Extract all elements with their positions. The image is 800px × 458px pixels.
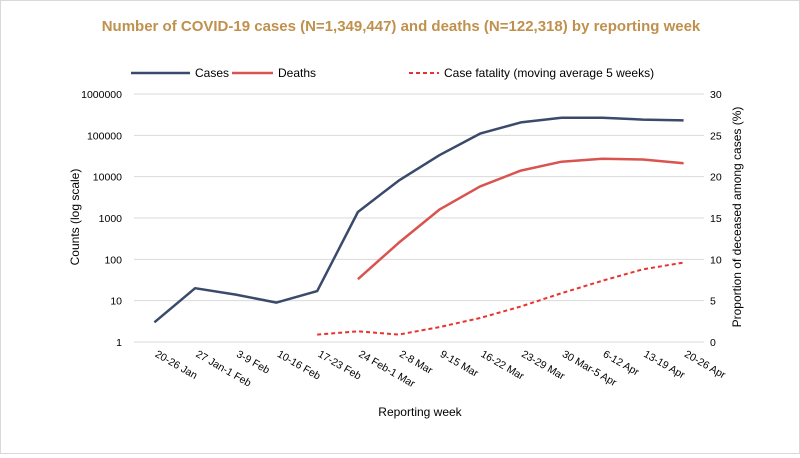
y-tick-label: 100: [104, 254, 122, 266]
right-axis-ticks: 0 5 10 15 20 25 30: [710, 89, 722, 349]
y2-tick-label: 10: [710, 254, 722, 266]
x-tick-label: 16-22 Mar: [479, 348, 527, 383]
y2-tick-label: 25: [710, 130, 722, 142]
x-tick-label: 17-23 Feb: [316, 348, 364, 382]
legend: Cases Deaths Case fatality (moving avera…: [131, 66, 654, 80]
y-tick-label: 1: [116, 337, 122, 349]
y2-tick-label: 15: [710, 213, 722, 225]
y-axis-label: Counts (log scale): [68, 169, 82, 266]
x-tick-label: 9-15 Mar: [438, 348, 481, 380]
x-tick-label: 10-16 Feb: [275, 348, 323, 382]
x-tick-label: 20-26 Apr: [682, 348, 728, 381]
y2-tick-label: 0: [710, 337, 716, 349]
y-tick-label: 10000: [93, 172, 122, 184]
gridlines: [134, 93, 704, 343]
y2-axis-label: Proportion of deceased among cases (%): [730, 107, 744, 328]
y-tick-label: 10: [110, 296, 122, 308]
series-line-cases: [153, 116, 684, 324]
series-line-deaths: [357, 157, 684, 281]
x-tick-label: 23-29 Mar: [519, 348, 567, 383]
y-tick-label: 100000: [87, 130, 122, 142]
chart-title: Number of COVID-19 cases (N=1,349,447) a…: [102, 18, 701, 35]
y-tick-label: 1000000: [81, 89, 122, 101]
x-tick-label: 20-26 Jan: [153, 348, 200, 382]
x-axis-label: Reporting week: [378, 405, 462, 419]
left-axis-ticks: 1 10 100 1000 10000 100000 1000000: [81, 89, 122, 349]
y2-tick-label: 20: [710, 172, 722, 184]
series-lines: [153, 116, 684, 336]
series-line-case: [317, 261, 684, 336]
y2-tick-label: 30: [710, 89, 722, 101]
legend-deaths-label: Deaths: [278, 66, 316, 80]
x-tick-label: 13-19 Apr: [641, 348, 687, 381]
legend-cases-label: Cases: [195, 66, 229, 80]
y2-tick-label: 5: [710, 296, 716, 308]
legend-cfr-label: Case fatality (moving average 5 weeks): [444, 66, 654, 80]
y-tick-label: 1000: [99, 213, 123, 225]
